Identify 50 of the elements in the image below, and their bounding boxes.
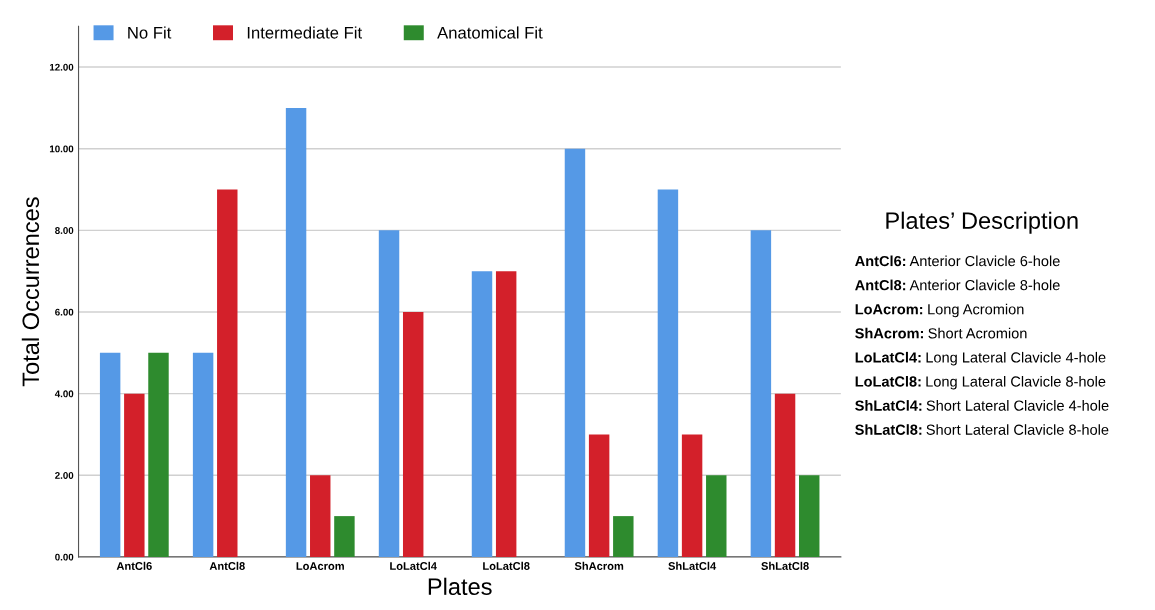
bar [613, 516, 634, 557]
legend-label: No Fit [128, 26, 172, 39]
text: ShLatCl4: Short Lateral Clavicle 4-hole [855, 400, 1109, 411]
bar [285, 107, 307, 557]
x-axis-title: Plates [428, 577, 492, 596]
y-tick-label: 8.00 [55, 227, 74, 234]
bar [310, 475, 331, 557]
bar [124, 393, 145, 557]
x-tick-label: LoAcrom [296, 562, 344, 570]
bar [681, 434, 703, 557]
bar [657, 189, 679, 557]
text: AntCl6: Anterior Clavicle 6-hole [855, 255, 1060, 267]
y-tick-label: 4.00 [54, 390, 74, 398]
bar [706, 475, 727, 557]
legend-label: Anatomical Fit [437, 26, 543, 39]
text: ShLatCl8: Short Lateral Clavicle 8-hole [855, 424, 1109, 435]
y-axis-title: Total Occurrences [21, 197, 40, 387]
bar [750, 230, 772, 557]
y-tick-label: 12.00 [49, 63, 74, 71]
legend-label: Intermediate Fit [247, 26, 362, 39]
text: LoLatCl8: Long Lateral Clavicle 8-hole [855, 375, 1106, 390]
x-tick-label: LoLatCl8 [483, 561, 530, 570]
bar [799, 475, 820, 557]
x-tick-label: AntCl6 [116, 561, 152, 570]
bar [217, 189, 238, 557]
y-tick-label: 2.00 [55, 472, 74, 479]
x-tick-label: ShAcrom [574, 561, 624, 570]
bar [402, 311, 424, 557]
text: AntCl8: Anterior Clavicle 8-hole [855, 279, 1060, 291]
y-tick-label: 6.00 [55, 308, 74, 316]
y-tick-label: 0.00 [55, 553, 74, 561]
text: LoLatCl4: Long Lateral Clavicle 4-hole [855, 351, 1106, 366]
x-tick-label: LoLatCl4 [390, 561, 437, 570]
bar [334, 516, 355, 557]
bar [99, 352, 121, 557]
bar [192, 352, 214, 557]
text: Plates’ Description [886, 211, 1078, 234]
x-tick-label: AntCl8 [209, 561, 245, 570]
x-tick-label: ShLatCl8 [761, 561, 809, 570]
bar [774, 393, 796, 557]
bar [564, 148, 586, 557]
x-tick-label: ShLatCl4 [668, 561, 717, 570]
bar [148, 352, 169, 557]
bar [588, 434, 610, 557]
text: ShAcrom: Short Acromion [855, 327, 1027, 339]
bar [471, 271, 493, 557]
bar [495, 271, 517, 557]
text: LoAcrom: Long Acromion [855, 303, 1024, 318]
bar [378, 230, 400, 557]
y-tick-label: 10.00 [49, 145, 74, 153]
